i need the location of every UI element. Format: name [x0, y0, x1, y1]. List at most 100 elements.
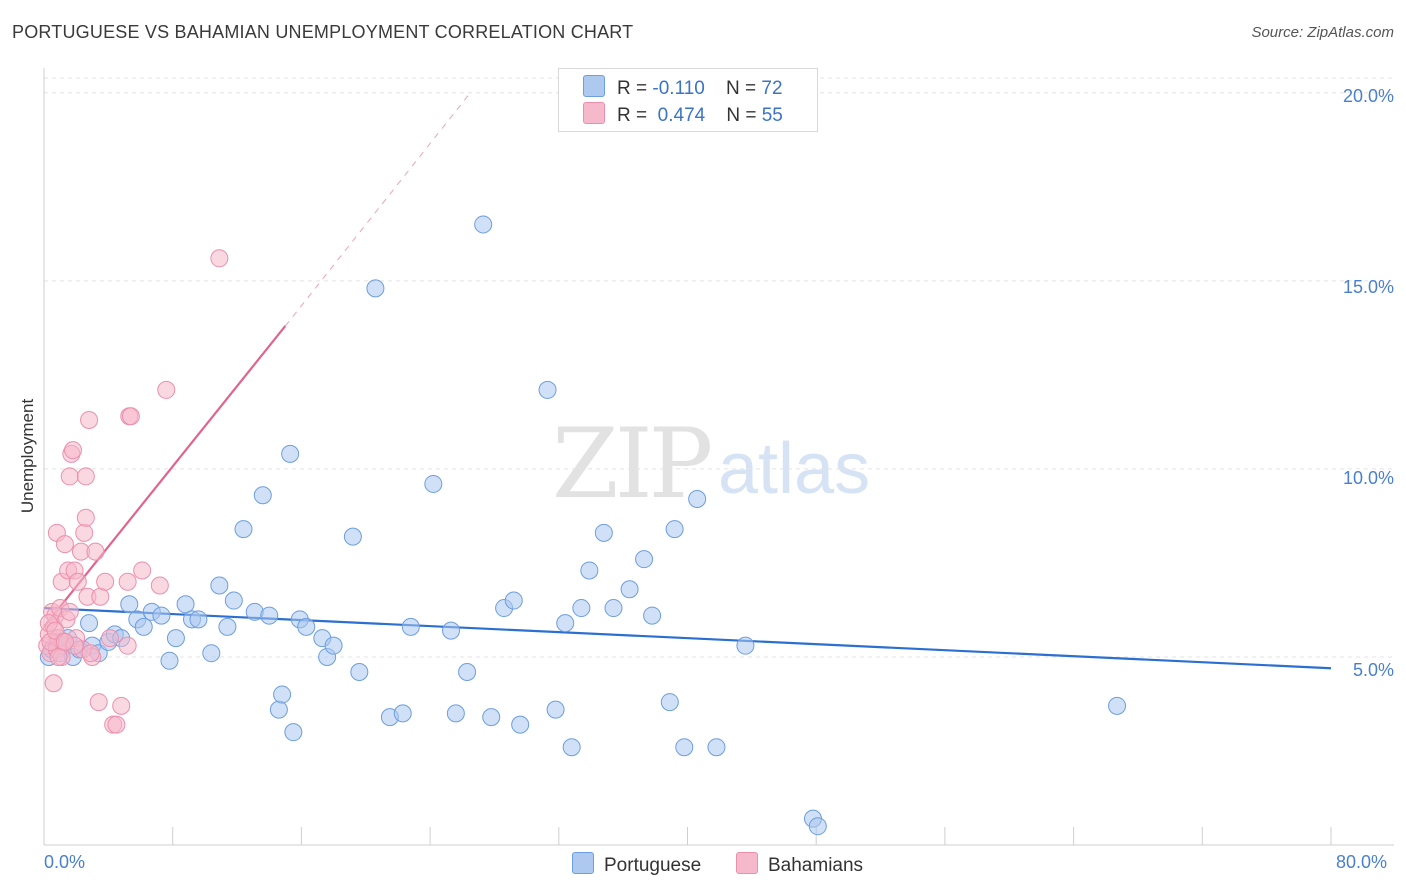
portuguese-point: [393, 704, 412, 723]
portuguese-point: [572, 599, 591, 618]
portuguese-point: [401, 617, 420, 636]
bahamian-point: [121, 407, 140, 426]
portuguese-point: [665, 520, 684, 539]
watermark-zip: ZIP: [552, 408, 713, 520]
bahamian-point: [44, 674, 63, 693]
trend-lines: [43, 92, 1332, 670]
bottom-legend-swatch-blue: [572, 852, 594, 874]
portuguese-point: [643, 606, 662, 625]
portuguese-point: [604, 599, 623, 618]
portuguese-point: [707, 738, 726, 757]
y-tick-label-20: 20.0%: [1342, 86, 1394, 106]
bahamian-point: [68, 572, 87, 591]
legend-swatch-blue: [583, 75, 605, 97]
portuguese-point: [736, 636, 755, 655]
legend-swatch-pink: [583, 102, 605, 124]
legend-n-label: N =: [725, 78, 757, 99]
portuguese-point: [511, 715, 530, 734]
portuguese-point: [80, 614, 99, 633]
grid-lines: [44, 77, 1394, 658]
portuguese-point: [324, 636, 343, 655]
bahamian-point: [133, 561, 152, 580]
bahamian-point: [86, 542, 105, 561]
portuguese-point: [273, 685, 292, 704]
y-tick-label-15: 15.0%: [1342, 277, 1394, 297]
legend-row-portuguese: R = -0.110 N = 72: [583, 75, 783, 99]
portuguese-point: [366, 279, 385, 298]
bottom-legend-label: Portuguese: [604, 855, 702, 876]
portuguese-point: [120, 595, 139, 614]
portuguese-point: [482, 708, 501, 727]
portuguese-point: [675, 738, 694, 757]
y-tick-label-5: 5.0%: [1352, 660, 1394, 680]
bahamian-point: [75, 523, 94, 542]
portuguese-trend-line: [43, 606, 1332, 670]
bahamian-point: [80, 411, 99, 430]
bahamian-trend-extension: [284, 92, 471, 327]
legend-row-bahamians: R = 0.474 N = 55: [583, 102, 783, 126]
bahamian-point: [76, 467, 95, 486]
portuguese-point: [562, 738, 581, 757]
x-tick-label-max: 80.0%: [1336, 852, 1388, 872]
bahamian-point: [96, 572, 115, 591]
portuguese-point: [253, 486, 272, 505]
portuguese-point: [446, 704, 465, 723]
portuguese-point: [281, 444, 300, 463]
axes: [43, 68, 1394, 846]
bottom-legend-portuguese: Portuguese: [572, 852, 701, 877]
bahamian-point: [63, 441, 82, 460]
portuguese-point: [594, 523, 613, 542]
legend-r-label: R =: [617, 78, 648, 99]
portuguese-point: [620, 580, 639, 599]
portuguese-point: [210, 576, 229, 595]
portuguese-point: [152, 606, 171, 625]
portuguese-point: [808, 817, 827, 836]
bahamian-point: [49, 647, 68, 666]
portuguese-point: [166, 629, 185, 648]
portuguese-point: [580, 561, 599, 580]
y-tick-label-10: 10.0%: [1342, 468, 1394, 488]
portuguese-point: [269, 700, 288, 719]
portuguese-point: [260, 606, 279, 625]
portuguese-point: [202, 644, 221, 663]
portuguese-point: [1108, 696, 1127, 715]
portuguese-point: [224, 591, 243, 610]
bahamian-point: [210, 249, 229, 268]
bahamian-point: [91, 587, 110, 606]
portuguese-point: [176, 595, 195, 614]
portuguese-point: [350, 662, 369, 681]
portuguese-point: [546, 700, 565, 719]
bahamian-point: [76, 508, 95, 527]
bahamian-point: [55, 535, 74, 554]
correlation-legend: R = -0.110 N = 72 R = 0.474 N = 55: [558, 68, 818, 132]
portuguese-point: [160, 651, 179, 670]
legend-r-value: 0.474: [657, 105, 706, 126]
bahamian-point: [150, 576, 169, 595]
portuguese-point: [458, 662, 477, 681]
bahamian-point: [112, 696, 131, 715]
legend-n-value: 72: [761, 78, 783, 99]
portuguese-point: [635, 550, 654, 569]
portuguese-point: [284, 723, 303, 742]
legend-n-value: 55: [761, 105, 783, 126]
legend-n-label: N =: [726, 105, 757, 126]
bahamian-point: [157, 380, 176, 399]
portuguese-point: [474, 215, 493, 234]
bahamian-point: [118, 636, 137, 655]
bottom-legend-bahamians: Bahamians: [736, 852, 863, 877]
legend-r-label: R =: [617, 105, 648, 126]
portuguese-point: [218, 617, 237, 636]
legend-r-value: -0.110: [652, 78, 705, 99]
portuguese-point: [297, 617, 316, 636]
bottom-legend-label: Bahamians: [768, 855, 864, 876]
bahamian-point: [55, 632, 74, 651]
bahamian-point: [81, 644, 100, 663]
portuguese-point: [234, 520, 253, 539]
portuguese-point: [424, 474, 443, 493]
portuguese-point: [688, 489, 707, 508]
bottom-legend-swatch-pink: [736, 852, 758, 874]
portuguese-point: [189, 610, 208, 629]
portuguese-point: [556, 614, 575, 633]
portuguese-point: [442, 621, 461, 640]
